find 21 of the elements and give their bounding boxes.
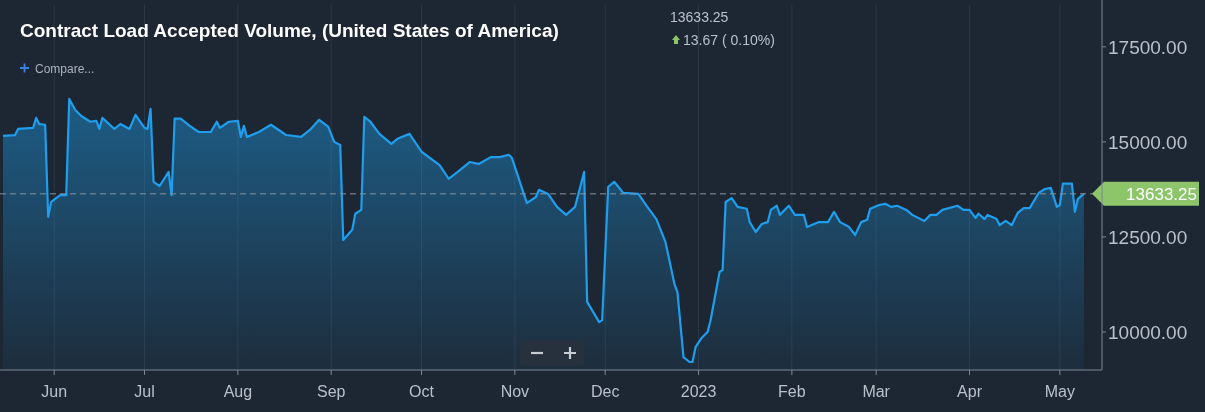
x-tick-label: Feb xyxy=(778,383,806,400)
x-tick-label: Oct xyxy=(409,383,435,400)
x-tick-label: Mar xyxy=(862,383,891,400)
x-tick-label: Dec xyxy=(590,383,620,400)
text: Contract Load Accepted Volume, (United States of America) xyxy=(20,20,559,41)
annotation: 13.67 ( 0.10%) xyxy=(683,32,775,48)
ref-line-label: 13633.25 xyxy=(1126,184,1197,204)
x-tick-label: Sep xyxy=(316,383,346,400)
y-tick-label: 12500.00 xyxy=(1108,226,1188,248)
annotation: Compare... xyxy=(35,62,95,76)
x-tick-label: Apr xyxy=(957,383,983,400)
x-tick-label: Jun xyxy=(41,383,68,400)
x-tick-label: 2023 xyxy=(680,383,717,400)
x-tick-label: Aug xyxy=(223,383,253,400)
annotation: 13633.25 xyxy=(670,9,729,25)
y-tick-label: 15000.00 xyxy=(1108,131,1188,153)
y-tick-label: 17500.00 xyxy=(1108,36,1188,58)
y-tick-label: 10000.00 xyxy=(1108,321,1188,343)
x-tick-label: Jul xyxy=(134,383,155,400)
x-tick-label: Nov xyxy=(500,383,530,400)
x-tick-label: May xyxy=(1044,383,1075,400)
